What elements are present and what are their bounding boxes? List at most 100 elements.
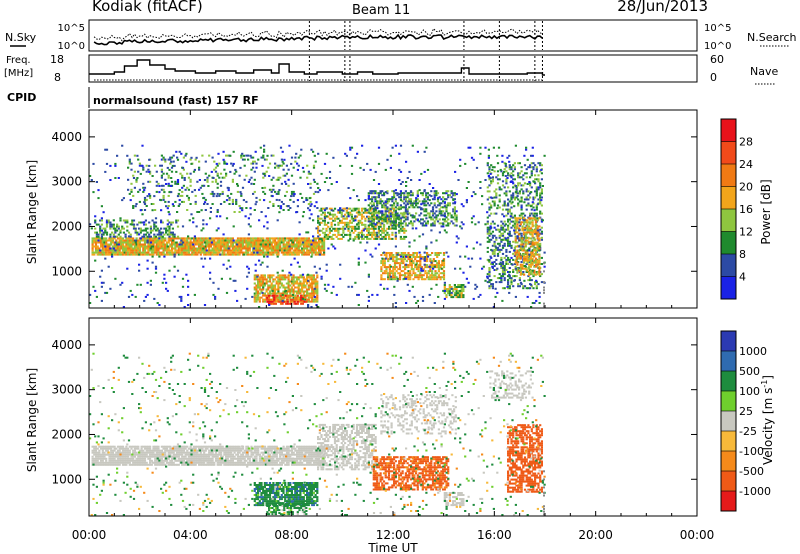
heat-cell	[290, 253, 294, 256]
heat-cell	[299, 282, 302, 285]
heat-cell	[108, 245, 111, 248]
heat-cell	[216, 237, 219, 240]
heat-cell	[267, 241, 270, 244]
heat-cell	[453, 198, 456, 201]
heat-cell	[159, 251, 162, 254]
heat-cell	[269, 237, 272, 240]
heat-cell	[140, 253, 143, 256]
heat-cell	[526, 239, 529, 242]
heat-cell	[218, 251, 221, 254]
heat-cell	[94, 215, 97, 218]
heat-cell	[123, 247, 126, 250]
heat-cell	[160, 233, 163, 236]
heat-cell	[295, 286, 299, 289]
heat-cell	[297, 239, 300, 242]
heat-cell	[519, 267, 522, 270]
heat-cell	[532, 168, 535, 171]
heat-cell	[533, 261, 536, 264]
heat-cell	[280, 237, 283, 240]
heat-cell	[431, 224, 435, 227]
heat-cell	[514, 219, 517, 222]
heat-cell	[407, 270, 410, 273]
heat-cell	[155, 237, 158, 240]
heat-cell	[278, 189, 281, 192]
heat-cell	[364, 209, 367, 212]
heat-cell	[245, 243, 248, 246]
heat-cell	[294, 245, 297, 248]
heat-cell	[524, 241, 527, 244]
heat-cell	[216, 247, 219, 250]
heat-cell	[436, 272, 439, 275]
noise-search-line	[93, 27, 543, 42]
heat-cell	[333, 223, 337, 226]
heat-cell	[384, 210, 387, 213]
heat-cell	[512, 224, 515, 227]
heat-cell	[170, 185, 173, 187]
heat-cell	[260, 276, 263, 279]
heat-cell	[427, 278, 430, 281]
heat-cell	[507, 258, 510, 261]
heat-cell	[275, 198, 278, 201]
heat-cell	[220, 241, 223, 244]
heat-cell	[498, 273, 501, 276]
heat-cell	[399, 220, 402, 223]
heat-cell	[162, 188, 165, 191]
heat-cell	[238, 211, 241, 213]
heat-cell	[189, 184, 192, 187]
heat-cell	[318, 189, 321, 192]
heat-cell	[528, 257, 531, 260]
heat-cell	[425, 208, 428, 211]
heat-cell	[138, 243, 141, 246]
heat-cell	[247, 239, 250, 242]
heat-cell	[522, 192, 525, 195]
heat-cell	[407, 264, 410, 267]
heat-cell	[339, 207, 342, 210]
heat-cell	[402, 266, 405, 269]
heat-cell	[292, 278, 295, 281]
heat-cell	[146, 241, 149, 244]
heat-cell	[265, 241, 268, 244]
heat-cell	[507, 202, 510, 205]
heat-cell	[457, 296, 460, 299]
heat-cell	[406, 194, 409, 197]
heat-cell	[533, 259, 536, 262]
heat-cell	[199, 186, 202, 189]
heat-cell	[389, 209, 392, 212]
heat-cell	[96, 237, 99, 240]
heat-cell	[538, 255, 541, 258]
heat-cell	[248, 239, 251, 242]
heat-cell	[280, 282, 283, 285]
heat-cell	[240, 156, 243, 159]
heat-cell	[163, 255, 166, 258]
heat-cell	[521, 267, 524, 270]
heat-cell	[278, 300, 281, 303]
heat-cell	[284, 286, 287, 289]
heat-cell	[486, 226, 489, 229]
heat-cell	[111, 231, 114, 234]
heat-cell	[305, 300, 308, 303]
heat-cell	[294, 247, 297, 250]
heat-cell	[301, 296, 304, 299]
heat-cell	[500, 275, 503, 278]
heat-cell	[279, 237, 282, 240]
heat-cell	[149, 253, 152, 256]
heat-cell	[490, 263, 493, 265]
heat-cell	[214, 253, 218, 256]
heat-cell	[317, 231, 320, 234]
heat-cell	[401, 237, 404, 240]
heat-cell	[167, 249, 170, 252]
heat-cell	[394, 209, 397, 212]
heat-cell	[410, 262, 413, 265]
heat-cell	[257, 282, 260, 285]
heat-cell	[403, 229, 406, 232]
heat-cell	[284, 194, 287, 197]
heat-cell	[441, 262, 444, 265]
heat-cell	[323, 231, 326, 234]
heat-cell	[255, 241, 258, 244]
heat-cell	[525, 190, 528, 193]
heat-cell	[371, 227, 374, 230]
heat-cell	[245, 207, 248, 209]
heat-cell	[323, 245, 326, 248]
heat-cell	[366, 235, 369, 238]
heat-cell	[270, 243, 273, 246]
